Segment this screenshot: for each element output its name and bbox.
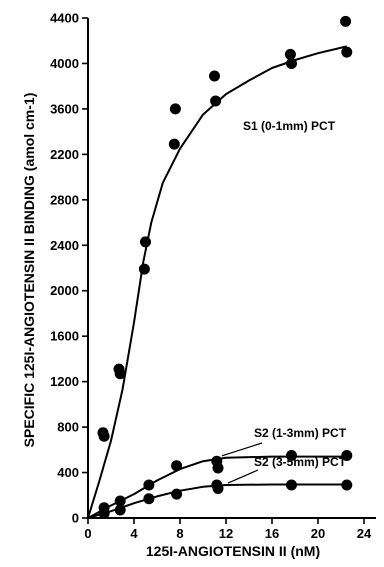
leader-s2-1-3mm — [221, 442, 263, 457]
data-point-series-3 — [114, 504, 126, 516]
data-point-series-3 — [98, 508, 110, 519]
x-tick-label: 4 — [130, 526, 138, 541]
data-point-series-2 — [114, 495, 126, 507]
data-point-series-1 — [284, 48, 296, 60]
y-tick-label: 4000 — [50, 56, 79, 71]
data-point-series-3 — [143, 493, 155, 505]
annotation-s2-3-5mm: S2 (3-5mm) PCT — [254, 455, 347, 469]
data-point-series-1 — [210, 95, 222, 107]
data-point-series-2 — [143, 479, 155, 491]
data-point-series-1 — [114, 368, 126, 380]
fit-curve-1 — [87, 45, 348, 519]
data-points — [97, 15, 353, 519]
x-tick-label: 16 — [265, 526, 279, 541]
ticks: 0 400 800 1200 1600 2000 2400 2800 2200 3600 4000 4… — [50, 11, 372, 542]
y-tick-label: 400 — [57, 465, 79, 480]
axes — [87, 18, 376, 519]
y-tick-label: 4400 — [50, 11, 79, 26]
data-point-series-1 — [286, 58, 297, 69]
data-point-series-3 — [212, 483, 224, 494]
data-point-series-2 — [171, 460, 183, 472]
y-tick-label: 2200 — [50, 147, 79, 162]
fit-curves — [87, 45, 348, 519]
data-point-series-1 — [209, 70, 220, 82]
annotation-s1: S1 (0-1mm) PCT — [243, 119, 336, 133]
leader-s2-3-5mm — [227, 469, 259, 484]
data-point-series-2 — [212, 462, 224, 474]
y-axis-title: SPECIFIC 125I-ANGIOTENSIN II BINDING (am… — [21, 93, 37, 448]
y-tick-label: 1200 — [50, 374, 79, 389]
y-tick-label: 800 — [57, 420, 79, 435]
x-tick-label: 20 — [311, 526, 325, 541]
data-point-series-1 — [341, 46, 353, 58]
x-tick-label: 24 — [357, 526, 372, 541]
x-tick-label: 8 — [176, 526, 183, 541]
data-point-series-1 — [98, 430, 110, 442]
y-tick-label: 0 — [72, 511, 79, 526]
data-point-series-1 — [140, 236, 151, 248]
data-point-series-3 — [286, 479, 297, 491]
x-tick-label: 12 — [219, 526, 233, 541]
y-tick-label: 2800 — [50, 192, 79, 207]
data-point-series-1 — [169, 103, 181, 115]
x-axis-title: 125I-ANGIOTENSIN II (nM) — [146, 543, 320, 559]
data-point-series-1 — [168, 138, 180, 150]
y-tick-label: 2000 — [50, 283, 79, 298]
data-point-series-1 — [340, 15, 352, 27]
data-point-series-1 — [138, 263, 150, 275]
data-point-series-2 — [341, 450, 353, 461]
annotation-s2-1-3mm: S2 (1-3mm) PCT — [254, 426, 347, 440]
x-tick-label: 0 — [84, 526, 91, 541]
annotation-leaders — [221, 442, 263, 484]
y-tick-label: 1600 — [50, 329, 79, 344]
y-tick-label: 2400 — [50, 238, 79, 253]
data-point-series-3 — [171, 488, 183, 500]
data-point-series-3 — [341, 479, 353, 491]
y-tick-label: 3600 — [50, 101, 79, 116]
data-point-series-2 — [286, 450, 297, 461]
